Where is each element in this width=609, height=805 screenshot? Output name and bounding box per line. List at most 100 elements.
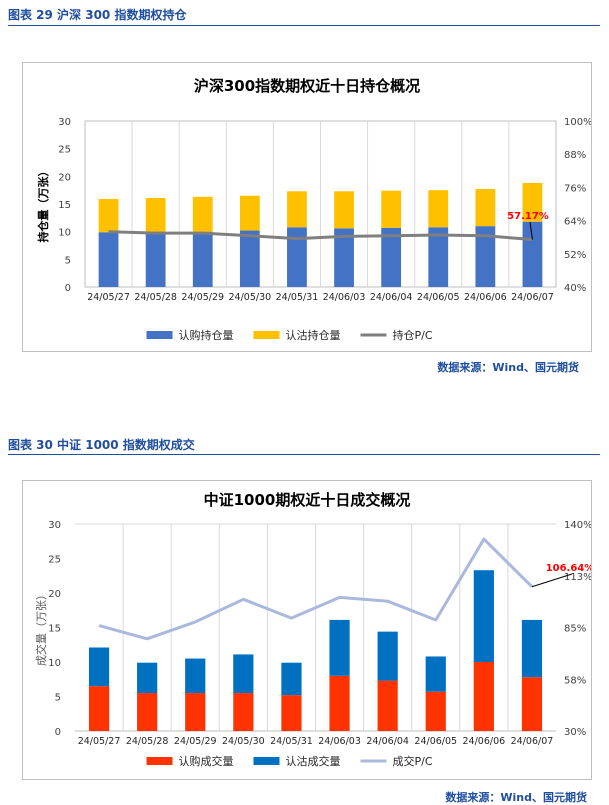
bar-call xyxy=(473,662,494,731)
y2-tick-label: 40% xyxy=(564,283,586,294)
y2-tick-label: 88% xyxy=(564,150,586,161)
bar-call xyxy=(475,226,496,287)
annotation-label: 106.64% xyxy=(546,563,591,574)
y-tick-label: 25 xyxy=(58,145,71,156)
bar-put xyxy=(425,656,446,692)
bar-put xyxy=(239,195,260,231)
chart-title: 沪深300指数期权近十日持仓概况 xyxy=(194,77,420,95)
bar-call xyxy=(377,680,398,731)
chart-1-frame: 沪深300指数期权近十日持仓概况 0 5 10 15 20 25 30 40% 52% 64% 76%… xyxy=(22,62,593,352)
legend-label: 认购持仓量 xyxy=(179,328,234,342)
bar-put xyxy=(287,191,307,228)
y2-tick-label: 85% xyxy=(564,624,586,635)
legend-label: 认沽成交量 xyxy=(286,754,341,768)
y-tick-label: 30 xyxy=(48,520,61,531)
bar-call xyxy=(287,227,307,287)
x-tick-label: 24/06/04 xyxy=(366,736,409,747)
x-tick-label: 24/06/05 xyxy=(414,736,457,747)
y2-tick-label: 113% xyxy=(564,572,591,583)
y-tick-label: 10 xyxy=(58,228,71,239)
bar-put xyxy=(377,631,398,681)
x-tick-label: 24/06/06 xyxy=(464,292,507,303)
bar-call xyxy=(185,693,206,731)
bar-call xyxy=(428,227,449,287)
bar-call xyxy=(425,691,446,731)
bar-put xyxy=(522,182,543,222)
bar-put xyxy=(329,619,350,676)
x-tick-label: 24/06/07 xyxy=(511,292,554,303)
bar-put xyxy=(145,197,166,232)
x-tick-label: 24/05/31 xyxy=(270,736,313,747)
legend-swatch xyxy=(253,331,280,339)
y-tick-label: 30 xyxy=(58,117,71,128)
x-tick-label: 24/06/04 xyxy=(370,292,413,303)
y2-tick-label: 140% xyxy=(564,520,591,531)
y2-tick-label: 64% xyxy=(564,217,586,228)
figure-29-caption: 图表 29 沪深 300 指数期权持仓 xyxy=(8,8,187,22)
bar-put xyxy=(381,190,402,228)
x-tick-label: 24/06/05 xyxy=(417,292,460,303)
y2-tick-label: 30% xyxy=(564,727,586,738)
y-tick-label: 0 xyxy=(65,283,71,294)
x-tick-label: 24/06/07 xyxy=(511,736,554,747)
x-tick-label: 24/05/30 xyxy=(229,292,272,303)
bar-call xyxy=(522,221,543,287)
pc-ratio-line xyxy=(98,537,534,641)
x-tick-label: 24/06/06 xyxy=(463,736,506,747)
figure-29-source: 数据来源：Wind、国元期货 xyxy=(437,361,579,374)
bar-call xyxy=(137,693,158,731)
x-tick-label: 24/06/03 xyxy=(318,736,361,747)
bar-call xyxy=(521,677,543,731)
bar-call xyxy=(381,227,402,287)
chart-title: 中证1000期权近十日成交概况 xyxy=(204,491,411,509)
x-tick-label: 24/05/29 xyxy=(174,736,217,747)
bar-put xyxy=(192,196,213,232)
chart-2: 中证1000期权近十日成交概况 0 5 10 15 20 25 30 30% 58% 85% 113%… xyxy=(34,491,594,768)
bar-put xyxy=(233,654,254,694)
y-tick-label: 5 xyxy=(55,693,61,704)
bar-put xyxy=(334,191,354,229)
legend-swatch xyxy=(146,331,173,339)
y2-tick-label: 52% xyxy=(564,250,586,261)
y-axis-label: 持仓量（万张） xyxy=(36,166,50,243)
bar-put xyxy=(281,662,302,696)
x-tick-label: 24/06/03 xyxy=(323,292,366,303)
bar-put xyxy=(98,199,119,233)
bar-call xyxy=(329,675,350,731)
legend-label: 认购成交量 xyxy=(179,754,234,768)
legend-label: 持仓P/C xyxy=(393,328,433,342)
figure-30-source: 数据来源：Wind、国元期货 xyxy=(445,791,587,804)
bar-call xyxy=(145,231,166,287)
pc-ratio-line xyxy=(108,230,533,241)
bar-put xyxy=(185,658,206,694)
legend-label: 认沽持仓量 xyxy=(286,328,341,342)
y-tick-label: 10 xyxy=(48,658,61,669)
annotation-leader xyxy=(531,573,573,588)
bar-put xyxy=(475,189,496,227)
bar-call xyxy=(233,693,254,731)
x-tick-label: 24/05/27 xyxy=(78,736,121,747)
x-tick-label: 24/05/30 xyxy=(222,736,265,747)
bar-call xyxy=(281,695,302,731)
figure-29-rule xyxy=(8,25,600,26)
bar-put xyxy=(521,619,543,678)
bar-call xyxy=(88,686,110,731)
legend-swatch xyxy=(253,757,280,765)
annotation-label: 57.17% xyxy=(507,211,549,222)
bar-put xyxy=(428,190,449,228)
y-tick-label: 15 xyxy=(58,200,71,211)
legend-label: 成交P/C xyxy=(393,754,433,768)
y-tick-label: 25 xyxy=(48,555,61,566)
bar-put xyxy=(137,662,158,694)
bar-put xyxy=(88,647,110,687)
figure-30-rule xyxy=(8,454,600,455)
bar-call xyxy=(98,232,119,287)
bar-call xyxy=(334,228,354,287)
x-tick-label: 24/05/31 xyxy=(276,292,319,303)
chart-1: 沪深300指数期权近十日持仓概况 0 5 10 15 20 25 30 40% 52% 64% 76%… xyxy=(36,77,593,342)
x-tick-label: 24/05/29 xyxy=(181,292,224,303)
x-tick-label: 24/05/28 xyxy=(134,292,177,303)
y2-tick-label: 100% xyxy=(564,117,591,128)
x-tick-label: 24/05/28 xyxy=(126,736,169,747)
annotation-leader xyxy=(529,221,533,240)
